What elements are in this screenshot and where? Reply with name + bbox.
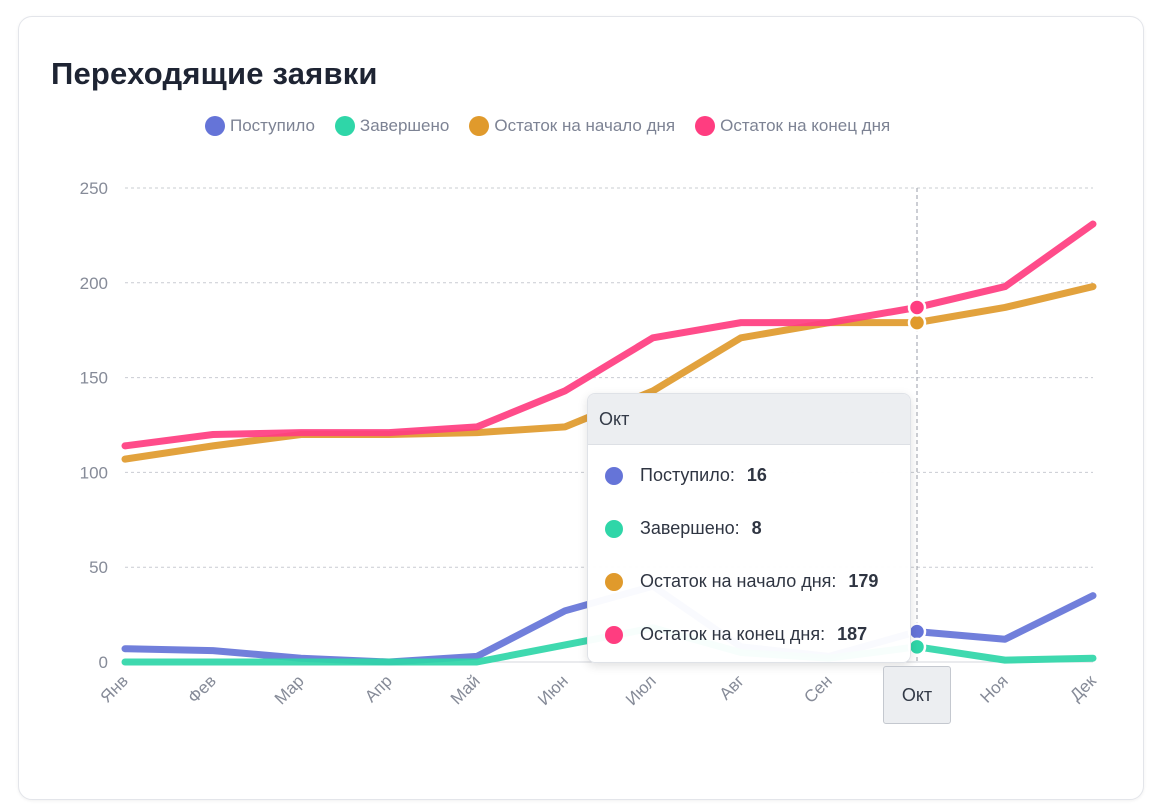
data-point[interactable] [909,639,925,655]
y-tick-label: 100 [80,463,108,482]
tooltip-value: 8 [752,518,762,539]
tooltip-label: Поступило: [640,465,735,486]
tooltip-value: 187 [837,624,867,645]
tooltip-dot-icon [605,573,623,591]
tooltip-value: 16 [747,465,767,486]
x-tick-label: Мар [271,671,308,708]
tooltip-value: 179 [848,571,878,592]
data-point[interactable] [909,315,925,331]
x-tick-label: Ноя [977,671,1012,706]
tooltip-row-completed: Завершено: 8 [605,518,762,539]
data-point[interactable] [909,299,925,315]
tooltip-dot-icon [605,467,623,485]
y-tick-label: 50 [89,558,108,577]
data-point[interactable] [909,624,925,640]
tooltip-dot-icon [605,520,623,538]
line-chart[interactable]: 0 50 100 150 200 250 Янв Фев Мар Апр Май Июн Июл Авг С… [0,0,1164,808]
x-tick-label: Авг [716,671,748,703]
x-tick-label: Июн [534,671,572,709]
y-tick-label: 150 [80,369,108,388]
x-tick-label: Апр [361,671,396,706]
y-tick-label: 250 [80,179,108,198]
chart-tooltip: Окт Поступило: 16 Завершено: 8 Остаток н… [587,393,911,663]
x-tick-label: Дек [1066,671,1100,705]
crosshair-x-label: Окт [883,666,951,724]
x-tick-label: Май [447,671,484,708]
x-tick-label: Июл [622,671,660,709]
x-tick-label: Сен [800,671,835,706]
tooltip-label: Завершено: [640,518,740,539]
tooltip-title: Окт [588,394,910,445]
tooltip-label: Остаток на начало дня: [640,571,836,592]
tooltip-dot-icon [605,626,623,644]
tooltip-row-start-balance: Остаток на начало дня: 179 [605,571,878,592]
tooltip-label: Остаток на конец дня: [640,624,825,645]
x-tick-label: Фев [184,671,220,707]
tooltip-row-incoming: Поступило: 16 [605,465,767,486]
y-tick-label: 200 [80,274,108,293]
tooltip-row-end-balance: Остаток на конец дня: 187 [605,624,867,645]
x-tick-label: Янв [97,671,132,706]
y-tick-label: 0 [99,653,108,672]
